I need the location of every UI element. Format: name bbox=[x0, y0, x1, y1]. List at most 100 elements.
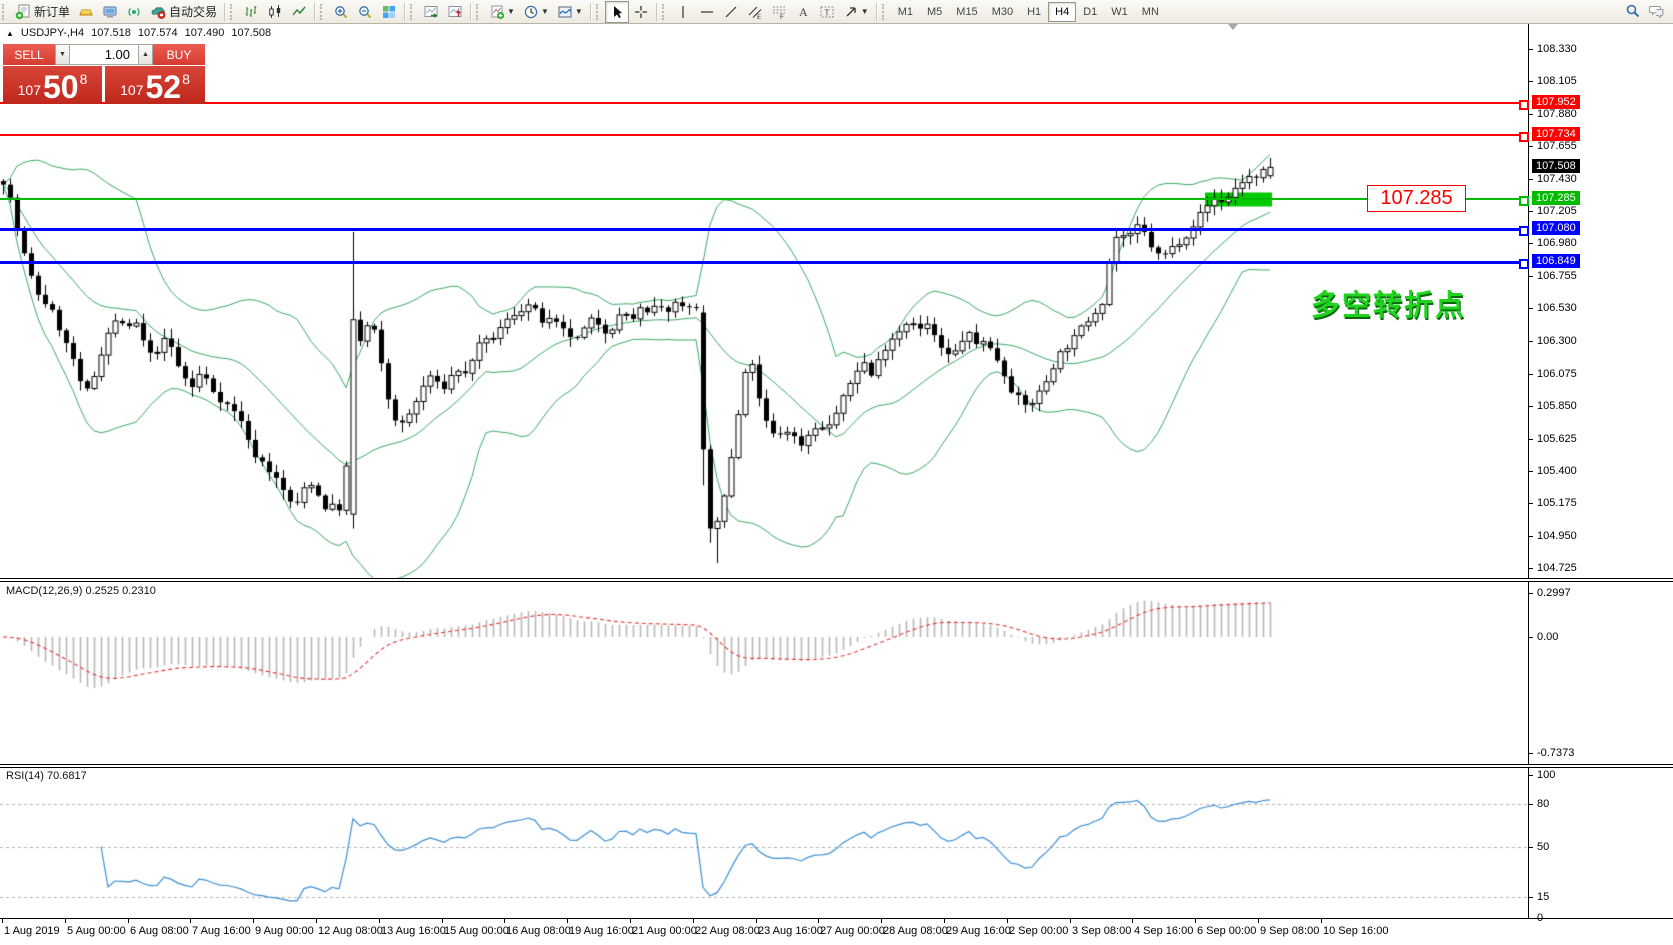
chart-shift-icon bbox=[447, 4, 463, 20]
periods-button[interactable]: ▼ bbox=[519, 1, 553, 23]
time-tick bbox=[756, 919, 757, 923]
gold-symbol-button[interactable] bbox=[74, 1, 98, 23]
dropdown-caret-icon[interactable]: ▼ bbox=[574, 7, 583, 16]
chat-icon bbox=[1649, 3, 1665, 19]
trendline-icon bbox=[723, 4, 739, 20]
volume-decrease-button[interactable]: ▼ bbox=[55, 44, 70, 65]
timeframe-button-h1[interactable]: H1 bbox=[1027, 5, 1042, 18]
rsi-panel-divider[interactable] bbox=[0, 764, 1673, 768]
line-price-label: 107.285 bbox=[1532, 191, 1580, 205]
arrows-icon bbox=[843, 4, 859, 20]
auto-scroll-button[interactable] bbox=[419, 1, 443, 23]
chart-shift-marker[interactable] bbox=[1228, 24, 1238, 30]
bar-chart-button[interactable] bbox=[239, 1, 263, 23]
autotrading-button[interactable]: 自动交易 bbox=[146, 1, 221, 23]
text-button[interactable]: A bbox=[791, 1, 815, 23]
line-anchor-marker[interactable] bbox=[1519, 196, 1529, 206]
toolbar-separator bbox=[314, 2, 316, 21]
rsi-tick-label: 50 bbox=[1537, 841, 1550, 853]
tile-windows-button[interactable] bbox=[377, 1, 401, 23]
line-anchor-marker[interactable] bbox=[1519, 100, 1529, 110]
timeframe-button-m1[interactable]: M1 bbox=[897, 5, 913, 18]
timeframe-button-d1[interactable]: D1 bbox=[1083, 5, 1098, 18]
ohlc-high: 107.574 bbox=[137, 27, 178, 39]
timeframe-button-mn[interactable]: MN bbox=[1141, 5, 1159, 18]
hline-object-107_285[interactable] bbox=[0, 198, 1528, 201]
time-tick bbox=[818, 919, 819, 923]
zoom-in-button[interactable] bbox=[329, 1, 353, 23]
line-anchor-marker[interactable] bbox=[1519, 132, 1529, 142]
macd-tick bbox=[1528, 593, 1533, 594]
bar-chart-icon bbox=[243, 4, 259, 20]
timeframe-button-w1[interactable]: W1 bbox=[1111, 5, 1128, 18]
dropdown-caret-icon[interactable]: ▼ bbox=[507, 7, 515, 16]
cursor-button[interactable] bbox=[604, 0, 629, 23]
time-axis-label: 10 Sep 16:00 bbox=[1323, 925, 1389, 937]
buy-price-button[interactable]: 107 52 8 bbox=[105, 66, 205, 104]
time-tick bbox=[316, 919, 317, 923]
line-price-label: 106.849 bbox=[1532, 254, 1580, 268]
macd-panel-divider[interactable] bbox=[0, 578, 1673, 582]
buy-button[interactable]: BUY bbox=[153, 44, 205, 65]
timeframe-button-m30[interactable]: M30 bbox=[991, 5, 1014, 18]
equidistant-channel-button[interactable]: E bbox=[743, 1, 767, 23]
search-button[interactable] bbox=[1621, 0, 1645, 22]
ohlc-collapse-icon[interactable]: ▲ bbox=[6, 28, 14, 38]
rsi-tick bbox=[1528, 804, 1533, 805]
time-axis-label: 7 Aug 16:00 bbox=[192, 925, 251, 937]
time-axis-label: 9 Aug 00:00 bbox=[255, 925, 314, 937]
line-price-label: 107.734 bbox=[1532, 127, 1580, 141]
candlestick-chart-button[interactable] bbox=[263, 1, 287, 23]
turning-point-annotation[interactable]: 多空转折点 bbox=[1311, 290, 1467, 322]
one-click-trading-widget: SELL ▼ ▲ BUY 107 50 8 107 52 8 bbox=[3, 44, 205, 104]
svg-text:T: T bbox=[824, 8, 829, 17]
line-anchor-marker[interactable] bbox=[1519, 259, 1529, 269]
line-chart-button[interactable] bbox=[287, 1, 311, 23]
dropdown-caret-icon[interactable]: ▼ bbox=[540, 7, 549, 16]
volume-increase-button[interactable]: ▲ bbox=[138, 44, 153, 65]
horizontal-line-button[interactable] bbox=[695, 1, 719, 23]
timeframe-button-m5[interactable]: M5 bbox=[927, 5, 943, 18]
timeframe-button-m15[interactable]: M15 bbox=[956, 5, 978, 18]
indicators-button[interactable]: ▼ bbox=[485, 1, 519, 23]
svg-text:E: E bbox=[757, 15, 761, 20]
chart-header: ▲ USDJPY-,H4 107.518 107.574 107.490 107… bbox=[6, 27, 271, 39]
volume-input[interactable] bbox=[70, 44, 138, 65]
zoom-out-button[interactable] bbox=[353, 1, 377, 23]
toolbar-drag-handle bbox=[595, 3, 603, 20]
rsi-tick-label: 80 bbox=[1537, 798, 1550, 810]
dropdown-caret-icon[interactable]: ▼ bbox=[860, 7, 869, 16]
templates-button[interactable]: ▼ bbox=[553, 1, 587, 23]
chart-shift-button[interactable] bbox=[443, 1, 467, 23]
hline-object-107_952[interactable] bbox=[0, 102, 1528, 105]
text-label-button[interactable]: T bbox=[815, 1, 839, 23]
rsi-tick-label: 0 bbox=[1537, 912, 1544, 924]
price-tick bbox=[1528, 81, 1533, 82]
ohlc-open: 107.518 bbox=[91, 27, 131, 39]
sell-button[interactable]: SELL bbox=[3, 44, 55, 65]
timeframe-button-h4[interactable]: H4 bbox=[1048, 1, 1077, 22]
price-tick-label: 106.755 bbox=[1537, 270, 1577, 282]
time-axis-label: 16 Aug 08:00 bbox=[506, 925, 571, 937]
hline-object-107_734[interactable] bbox=[0, 133, 1528, 136]
line-anchor-marker[interactable] bbox=[1519, 226, 1529, 236]
arrows-button[interactable]: ▼ bbox=[839, 1, 873, 23]
svg-text:A: A bbox=[799, 5, 808, 19]
level-price-box-annotation[interactable]: 107.285 bbox=[1367, 185, 1466, 212]
toolbar-separator bbox=[470, 2, 472, 21]
vertical-line-button[interactable] bbox=[671, 1, 695, 23]
sell-price-button[interactable]: 107 50 8 bbox=[3, 66, 102, 104]
signals-button[interactable] bbox=[122, 1, 146, 23]
macd-tick bbox=[1528, 637, 1533, 638]
terminal-button[interactable] bbox=[98, 1, 122, 23]
time-tick bbox=[1321, 919, 1322, 923]
new-order-button[interactable]: 新订单 bbox=[11, 1, 74, 23]
crosshair-button[interactable] bbox=[629, 1, 653, 23]
chat-button[interactable] bbox=[1645, 0, 1669, 22]
hline-object-106_849[interactable] bbox=[0, 260, 1528, 264]
fibonacci-button[interactable]: F bbox=[767, 1, 791, 23]
trendline-button[interactable] bbox=[719, 1, 743, 23]
hline-object-107_080[interactable] bbox=[0, 227, 1528, 231]
time-axis-label: 5 Aug 00:00 bbox=[67, 925, 126, 937]
